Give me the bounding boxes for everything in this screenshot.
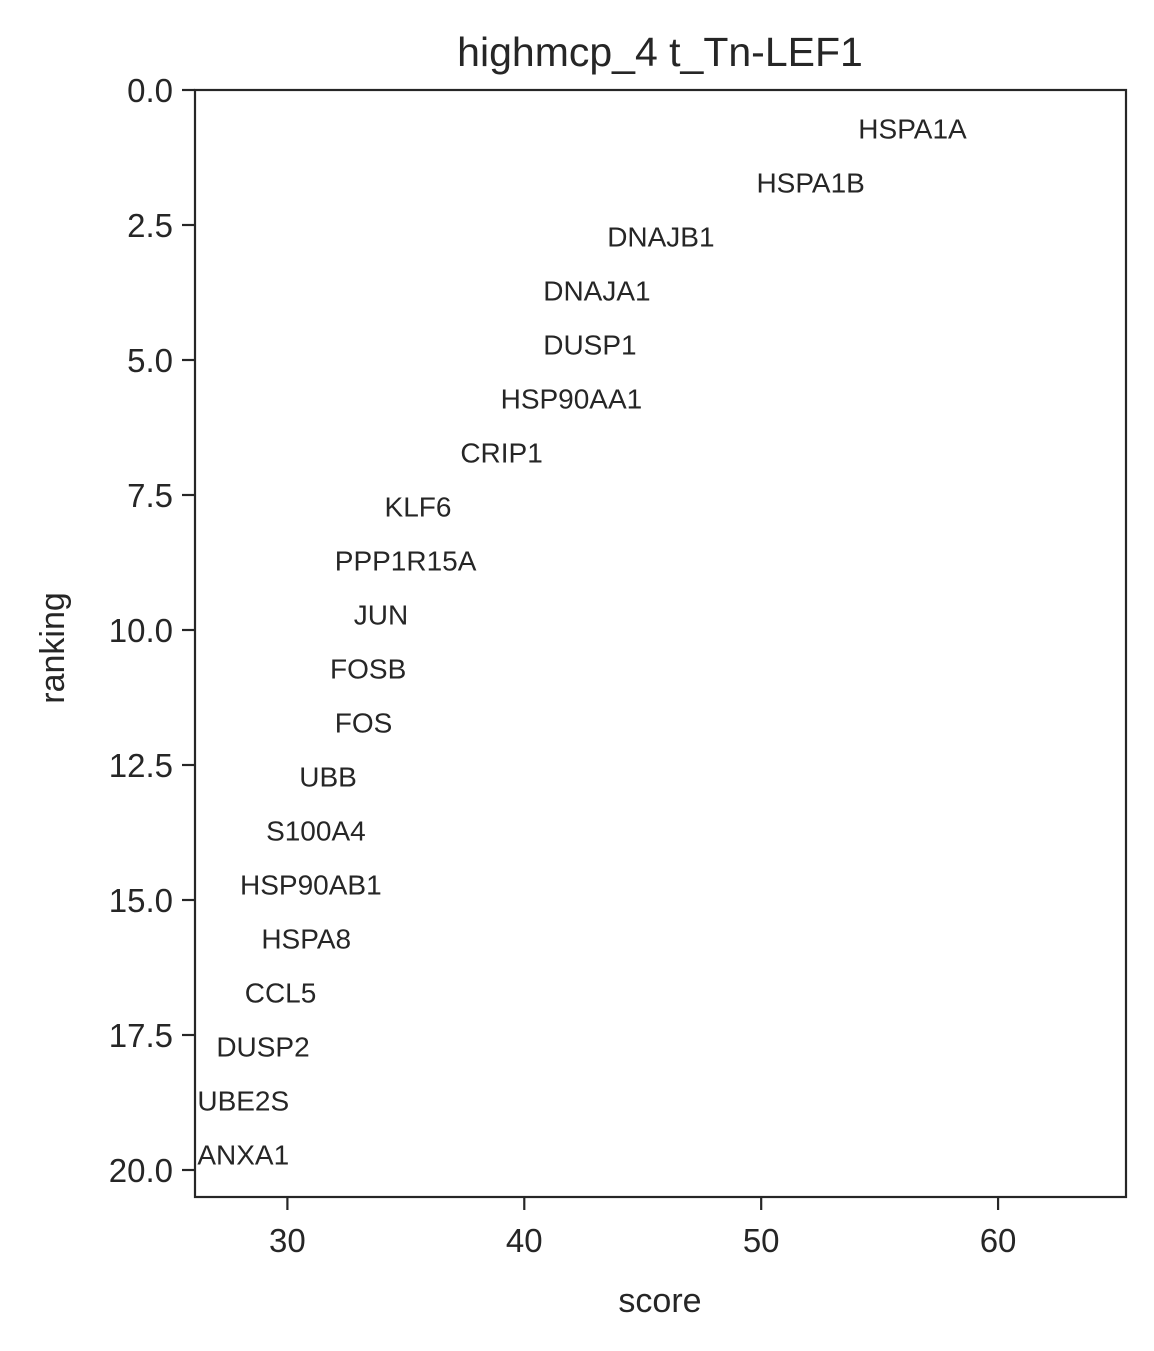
gene-label-dnajb1: DNAJB1: [607, 222, 714, 253]
x-tick-label: 60: [980, 1222, 1017, 1259]
gene-label-hspa1b: HSPA1B: [756, 168, 864, 199]
gene-label-hsp90ab1: HSP90AB1: [240, 870, 382, 901]
gene-label-dnaja1: DNAJA1: [543, 276, 650, 307]
x-tick-label: 40: [506, 1222, 543, 1259]
gene-label-hspa1a: HSPA1A: [858, 114, 967, 145]
plot-frame: [193, 88, 1128, 1199]
y-tick-label: 17.5: [109, 1017, 173, 1054]
gene-label-fos: FOS: [335, 708, 393, 739]
gene-labels: HSPA1A HSPA1B DNAJB1 DNAJA1 DUSP1 HSP90AA1 CRI…: [197, 114, 967, 1171]
gene-label-hspa8: HSPA8: [261, 924, 351, 955]
gene-label-ppp1r15a: PPP1R15A: [335, 546, 477, 577]
gene-label-hsp90aa1: HSP90AA1: [501, 384, 643, 415]
y-tick-label: 2.5: [127, 207, 173, 244]
gene-label-crip1: CRIP1: [460, 438, 542, 469]
gene-label-ube2s: UBE2S: [197, 1086, 289, 1117]
y-tick-label: 15.0: [109, 882, 173, 919]
gene-label-fosb: FOSB: [330, 654, 406, 685]
y-axis-title: ranking: [34, 592, 72, 704]
x-axis-title: score: [618, 1282, 701, 1320]
x-axis: 30 40 50 60: [269, 1197, 1016, 1259]
y-tick-label: 12.5: [109, 747, 173, 784]
y-tick-label: 0.0: [127, 72, 173, 109]
gene-label-klf6: KLF6: [385, 492, 452, 523]
chart-title: highmcp_4 t_Tn-LEF1: [457, 29, 863, 75]
x-tick-label: 50: [743, 1222, 780, 1259]
gene-label-anxa1: ANXA1: [197, 1140, 289, 1171]
y-tick-label: 20.0: [109, 1152, 173, 1189]
gene-label-dusp2: DUSP2: [216, 1032, 309, 1063]
y-tick-label: 5.0: [127, 342, 173, 379]
gene-label-jun: JUN: [354, 600, 408, 631]
y-tick-label: 10.0: [109, 612, 173, 649]
y-axis: 0.0 2.5 5.0 7.5 10.0 12.5 15.0 17.5 20.0: [109, 72, 195, 1189]
gene-label-ubb: UBB: [299, 762, 357, 793]
gene-label-ccl5: CCL5: [245, 978, 317, 1009]
x-tick-label: 30: [269, 1222, 306, 1259]
y-tick-label: 7.5: [127, 477, 173, 514]
gene-label-s100a4: S100A4: [266, 816, 366, 847]
gene-label-dusp1: DUSP1: [543, 330, 636, 361]
